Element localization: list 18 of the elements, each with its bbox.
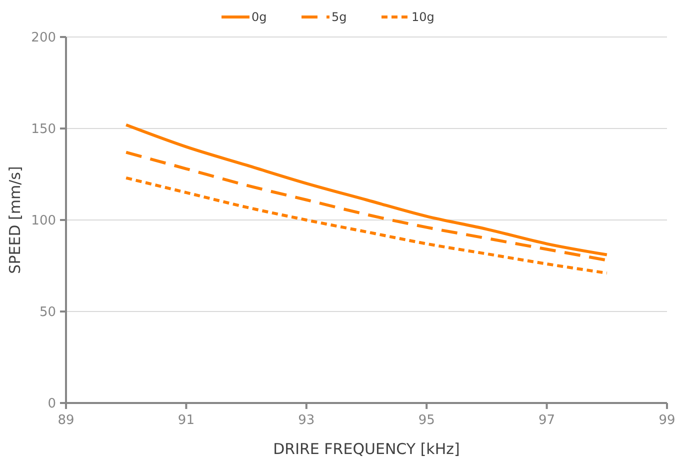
y-tick-label: 200 <box>31 30 56 46</box>
x-tick-label: 91 <box>178 413 194 428</box>
legend-label: 10g <box>412 10 434 24</box>
x-tick-label: 99 <box>658 413 676 428</box>
legend-label: 5g <box>332 10 347 24</box>
y-tick-label: 0 <box>48 396 56 412</box>
y-tick-label: 50 <box>39 305 56 320</box>
line-series <box>124 176 608 275</box>
x-tick-label: 93 <box>298 413 315 428</box>
y-tick-label: 100 <box>31 214 56 229</box>
x-axis-title: DRIRE FREQUENCY [kHz] <box>273 440 460 458</box>
legend-label: 0g <box>252 10 267 24</box>
y-tick-label: 150 <box>31 122 56 138</box>
x-tick-label: 95 <box>418 413 435 428</box>
x-tick-label: 97 <box>538 413 556 428</box>
y-axis-title: SPEED [mm/s] <box>6 166 24 274</box>
line-series <box>124 123 608 256</box>
x-tick-label: 89 <box>58 413 74 428</box>
